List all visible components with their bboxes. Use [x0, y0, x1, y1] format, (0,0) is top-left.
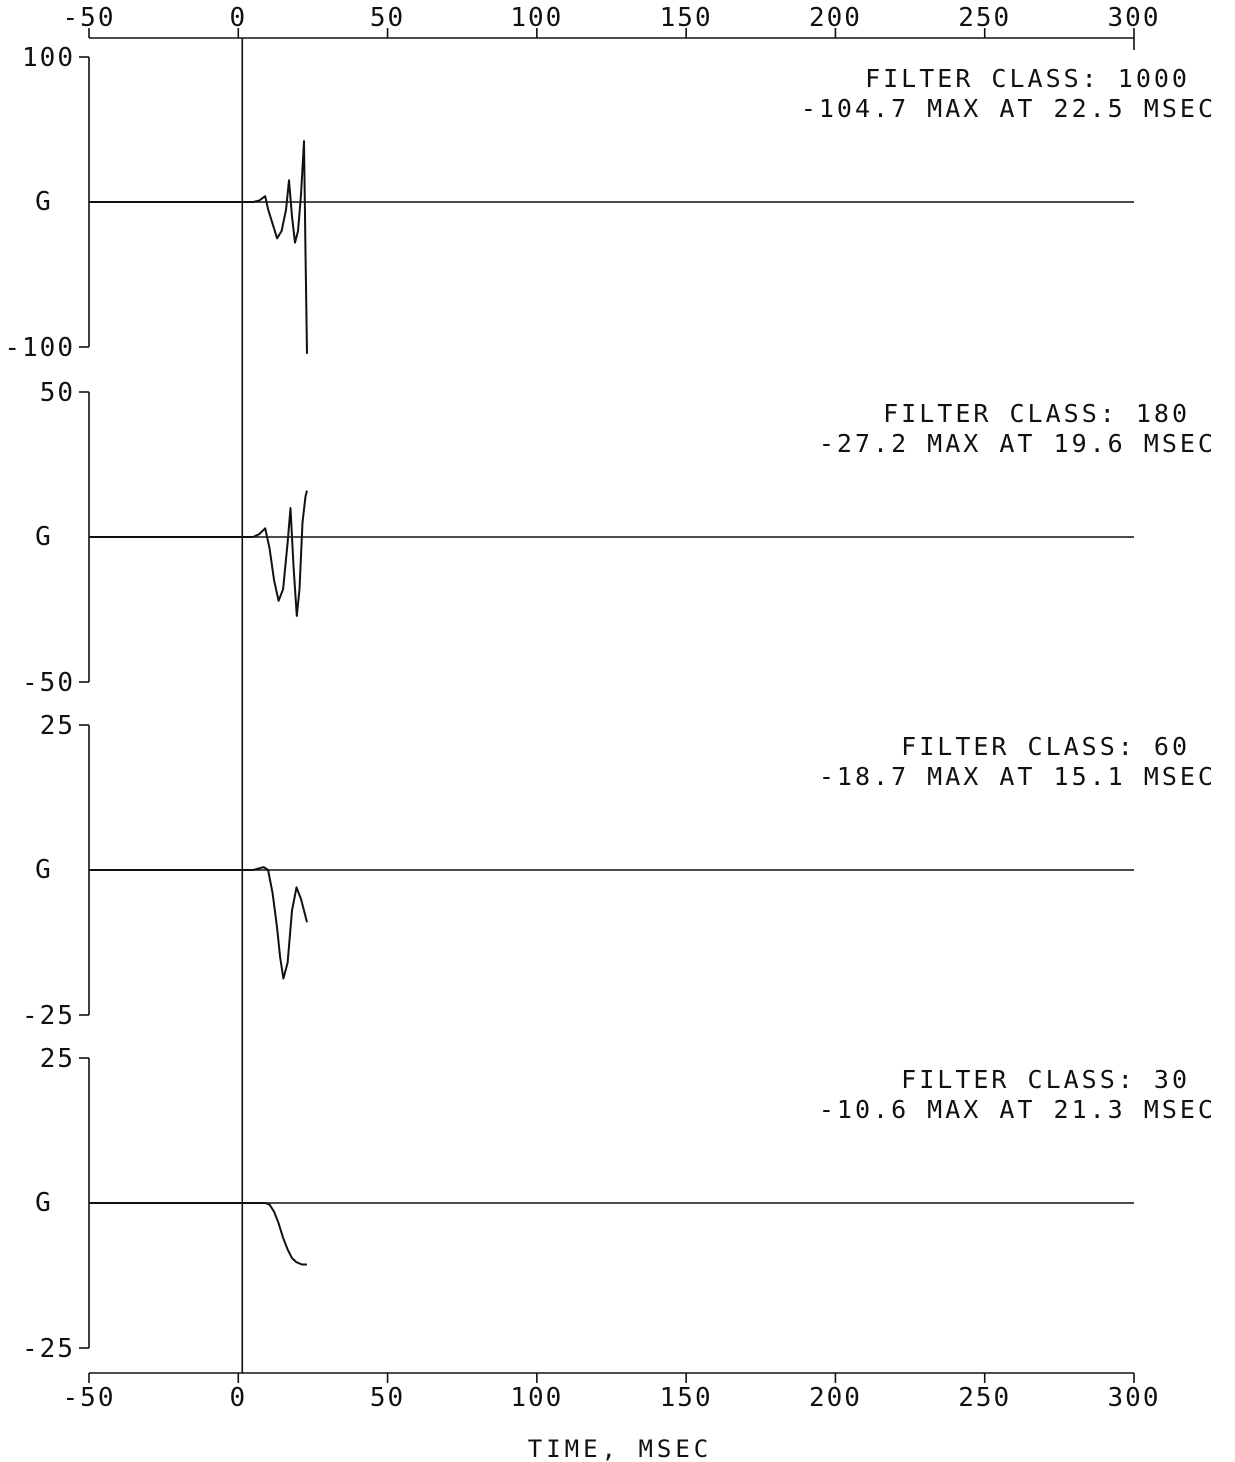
y-axis-label: G — [35, 522, 53, 552]
panel-3: 25 -25 G FILTER CLASS: 60-18.7 MAX AT 15.1 … — [22, 711, 1216, 1031]
max-value-label: -18.7 MAX AT 15.1 MSEC — [819, 762, 1216, 791]
filter-class-label: FILTER CLASS: 1000 — [865, 64, 1190, 93]
x-tick-label-bottom: 50 — [370, 1383, 405, 1413]
series-line — [89, 140, 308, 354]
x-tick-label-bottom: 200 — [809, 1383, 862, 1413]
panel-4: 25 -25 G FILTER CLASS: 30-10.6 MAX AT 21.3 … — [22, 1044, 1216, 1364]
x-tick-label-bottom: 100 — [510, 1383, 563, 1413]
max-value-label: -10.6 MAX AT 21.3 MSEC — [819, 1095, 1216, 1124]
series-line — [89, 866, 308, 980]
x-tick-label-bottom: 250 — [958, 1383, 1011, 1413]
max-value-label: -104.7 MAX AT 22.5 MSEC — [801, 94, 1216, 123]
x-axis-label: TIME, MSEC — [528, 1435, 713, 1462]
panel-2: 50 -50 G FILTER CLASS: 180-27.2 MAX AT 19.6… — [22, 378, 1216, 698]
series-line — [89, 1202, 307, 1266]
x-tick-label-bottom: 300 — [1108, 1383, 1161, 1413]
panel-1: 100 -100 G FILTER CLASS: 1000-104.7 MAX AT … — [4, 43, 1216, 363]
y-axis-label: G — [35, 855, 53, 885]
x-tick-label-top: 250 — [958, 3, 1011, 33]
filter-class-label: FILTER CLASS: 60 — [901, 732, 1190, 761]
x-tick-label-top: 300 — [1108, 3, 1161, 33]
y-tick-label-top: 25 — [40, 1044, 75, 1074]
x-tick-label-bottom: 150 — [660, 1383, 713, 1413]
series-line — [89, 490, 308, 617]
x-tick-label-top: 0 — [229, 3, 247, 33]
y-axis-label: G — [35, 187, 53, 217]
y-tick-label-bottom: -25 — [22, 1334, 75, 1364]
y-tick-label-bottom: -50 — [22, 668, 75, 698]
y-tick-label-top: 100 — [22, 43, 75, 73]
chart-panels: 100 -100 G FILTER CLASS: 1000-104.7 MAX AT … — [4, 43, 1216, 1364]
x-tick-label-top: 100 — [510, 3, 563, 33]
x-tick-label-top: 200 — [809, 3, 862, 33]
x-tick-label-top: 150 — [660, 3, 713, 33]
y-tick-label-top: 50 — [40, 378, 75, 408]
y-tick-label-bottom: -25 — [22, 1001, 75, 1031]
chart-frame: -50 -50 0 0 50 50 100 100 150 150 200 200 250 250 300 3… — [63, 3, 1161, 1413]
y-axis-label: G — [35, 1188, 53, 1218]
y-tick-label-top: 25 — [40, 711, 75, 741]
max-value-label: -27.2 MAX AT 19.6 MSEC — [819, 429, 1216, 458]
filter-class-label: FILTER CLASS: 30 — [901, 1065, 1190, 1094]
x-tick-label-bottom: -50 — [63, 1383, 116, 1413]
filter-class-label: FILTER CLASS: 180 — [883, 399, 1190, 428]
x-tick-label-top: 50 — [370, 3, 405, 33]
x-tick-label-top: -50 — [63, 3, 116, 33]
x-tick-label-bottom: 0 — [229, 1383, 247, 1413]
y-tick-label-bottom: -100 — [4, 333, 75, 363]
